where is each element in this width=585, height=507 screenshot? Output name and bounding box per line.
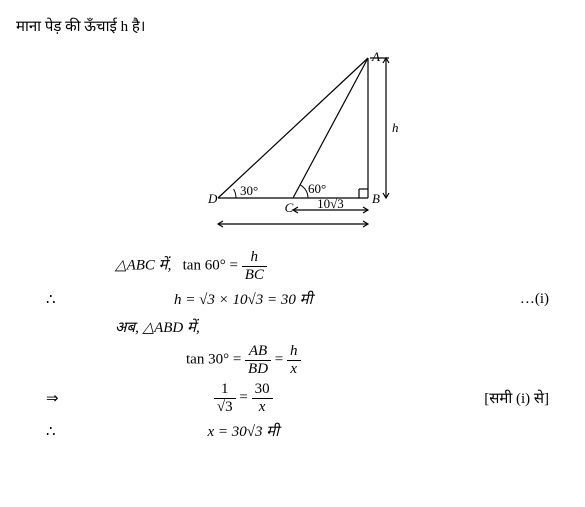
svg-text:h: h <box>392 120 399 135</box>
intro-text: माना पेड़ की ऊँचाई h है। <box>16 16 569 36</box>
eqn-i: …(i) <box>520 291 549 307</box>
ref-eqn-i: [समी (i) से] <box>484 391 549 407</box>
one-over-root3: 1 √3 <box>214 381 236 415</box>
frac-num: 30 <box>252 381 273 399</box>
h-over-bc: h BC <box>242 249 267 283</box>
frac-den: √3 <box>214 399 236 416</box>
ab-over-bd: AB BD <box>245 343 271 377</box>
svg-text:30°: 30° <box>240 183 258 198</box>
abc-line: △ABC में, tan 60° = h BC <box>16 249 569 283</box>
tan30-lhs: tan 30° = <box>186 351 245 367</box>
tan30-line: tan 30° = AB BD = h x <box>16 343 569 377</box>
svg-text:B: B <box>372 191 380 206</box>
frac-num: h <box>287 343 301 361</box>
frac-den: x <box>287 361 301 378</box>
svg-text:x: x <box>289 224 296 228</box>
equals-1: = <box>275 351 287 367</box>
therefore-1: ∴ <box>46 292 56 308</box>
final-result: x = 30√3 मी <box>207 424 279 440</box>
h-result-line: ∴ h = √3 × 10√3 = 30 मी …(i) <box>16 287 569 311</box>
frac-num: AB <box>245 343 271 361</box>
svg-text:A: A <box>371 49 380 64</box>
therefore-2: ∴ <box>46 424 56 440</box>
implies-sym: ⇒ <box>46 391 59 407</box>
abd-prefix: अब, △ABD में, <box>115 320 200 336</box>
frac-num: 1 <box>214 381 236 399</box>
h-over-x: h x <box>287 343 301 377</box>
svg-text:10√3: 10√3 <box>317 196 344 211</box>
final-line: ∴ x = 30√3 मी <box>16 419 569 443</box>
svg-text:D: D <box>207 191 218 206</box>
triangle-diagram: A B C D 30° 60° h 10√3 x <box>16 48 569 233</box>
h-result: h = √3 × 10√3 = 30 मी <box>174 292 312 308</box>
svg-text:C: C <box>284 200 293 215</box>
thirty-over-x: 30 x <box>252 381 273 415</box>
frac-den: BC <box>242 267 267 284</box>
frac-den: x <box>252 399 273 416</box>
frac-den: BD <box>245 361 271 378</box>
equals-2: = <box>239 389 251 405</box>
svg-text:60°: 60° <box>308 181 326 196</box>
abd-line: अब, △ABD में, <box>16 315 569 339</box>
frac-num: h <box>242 249 267 267</box>
abc-prefix: △ABC में, <box>115 257 171 273</box>
implication-line: ⇒ 1 √3 = 30 x [समी (i) से] <box>16 381 569 415</box>
tan60-lhs: tan 60° = <box>183 257 242 273</box>
